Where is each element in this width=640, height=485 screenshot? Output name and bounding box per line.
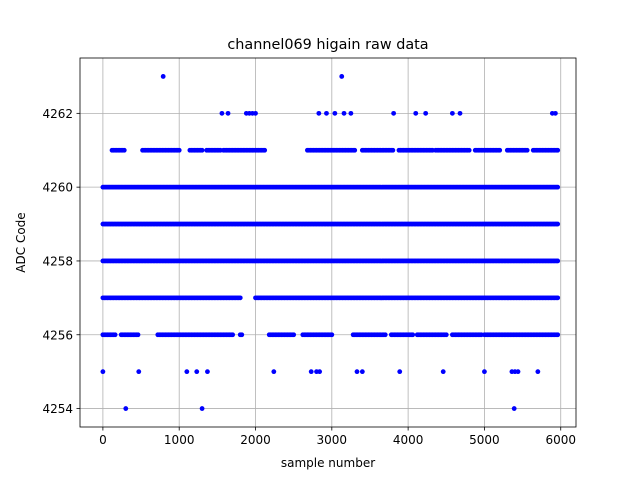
- y-tick-label: 4260: [42, 181, 73, 195]
- data-point: [329, 332, 335, 338]
- data-point: [199, 406, 205, 411]
- data-point: [397, 369, 403, 375]
- data-point: [341, 110, 347, 116]
- data-point: [317, 369, 323, 375]
- data-point: [324, 110, 329, 116]
- data-point: [535, 369, 541, 375]
- data-point: [253, 110, 258, 116]
- data-point: [348, 110, 354, 116]
- data-point: [555, 184, 561, 190]
- x-tick-label: 0: [99, 433, 107, 447]
- chart-title: channel069 higain raw data: [227, 37, 428, 53]
- data-point: [205, 369, 210, 375]
- data-point: [555, 221, 561, 227]
- y-tick-label: 4258: [42, 254, 73, 268]
- data-point: [555, 295, 561, 301]
- data-point: [515, 369, 521, 375]
- data-point: [230, 332, 236, 338]
- data-point: [194, 369, 200, 375]
- x-tick-label: 3000: [317, 433, 348, 447]
- data-point: [511, 406, 517, 411]
- data-point: [225, 110, 231, 116]
- x-tick-label: 2000: [240, 433, 271, 447]
- x-tick-label: 5000: [469, 433, 500, 447]
- data-point: [440, 369, 446, 375]
- data-point: [391, 110, 397, 116]
- data-point: [136, 369, 142, 375]
- data-point: [352, 147, 358, 153]
- data-point: [339, 74, 345, 79]
- data-point: [466, 147, 472, 153]
- data-point: [184, 369, 190, 375]
- data-point: [410, 332, 416, 338]
- y-tick-label: 4256: [42, 328, 73, 342]
- data-point: [482, 369, 487, 375]
- data-point: [160, 74, 166, 79]
- data-point: [199, 147, 205, 153]
- ticks: 0 1000 2000 3000 4000 5000 6000 4254 4256 4258 426…: [42, 107, 576, 447]
- data-point: [308, 369, 314, 375]
- data-point: [123, 406, 129, 411]
- data-points: [100, 74, 561, 411]
- data-point: [524, 147, 530, 153]
- data-point: [316, 110, 322, 116]
- x-tick-label: 1000: [164, 433, 195, 447]
- data-point: [382, 332, 388, 338]
- y-axis-label: ADC Code: [14, 212, 28, 272]
- x-tick-label: 6000: [545, 433, 576, 447]
- data-point: [555, 147, 561, 153]
- plot-frame: [79, 57, 577, 428]
- data-point: [423, 110, 429, 116]
- data-point: [239, 332, 245, 338]
- data-point: [443, 332, 449, 338]
- data-point: [112, 332, 118, 338]
- data-point: [555, 258, 561, 264]
- x-axis-label: sample number: [281, 456, 375, 470]
- data-point: [121, 147, 127, 153]
- data-point: [457, 110, 463, 116]
- data-point: [449, 110, 455, 116]
- data-point: [555, 332, 561, 338]
- y-tick-label: 4254: [42, 402, 73, 416]
- data-point: [291, 332, 297, 338]
- data-point: [237, 295, 243, 301]
- data-point: [135, 332, 141, 338]
- data-point: [176, 147, 182, 153]
- data-point: [262, 147, 268, 153]
- data-point: [219, 110, 225, 116]
- data-point: [271, 369, 277, 375]
- data-point: [553, 110, 558, 116]
- y-tick-label: 4262: [42, 107, 73, 121]
- data-point: [390, 147, 396, 153]
- data-point: [354, 369, 360, 375]
- data-point: [359, 369, 365, 375]
- data-point: [332, 110, 338, 116]
- data-point: [497, 147, 503, 153]
- data-point: [413, 110, 419, 116]
- data-point: [100, 369, 106, 375]
- x-tick-label: 4000: [393, 433, 424, 447]
